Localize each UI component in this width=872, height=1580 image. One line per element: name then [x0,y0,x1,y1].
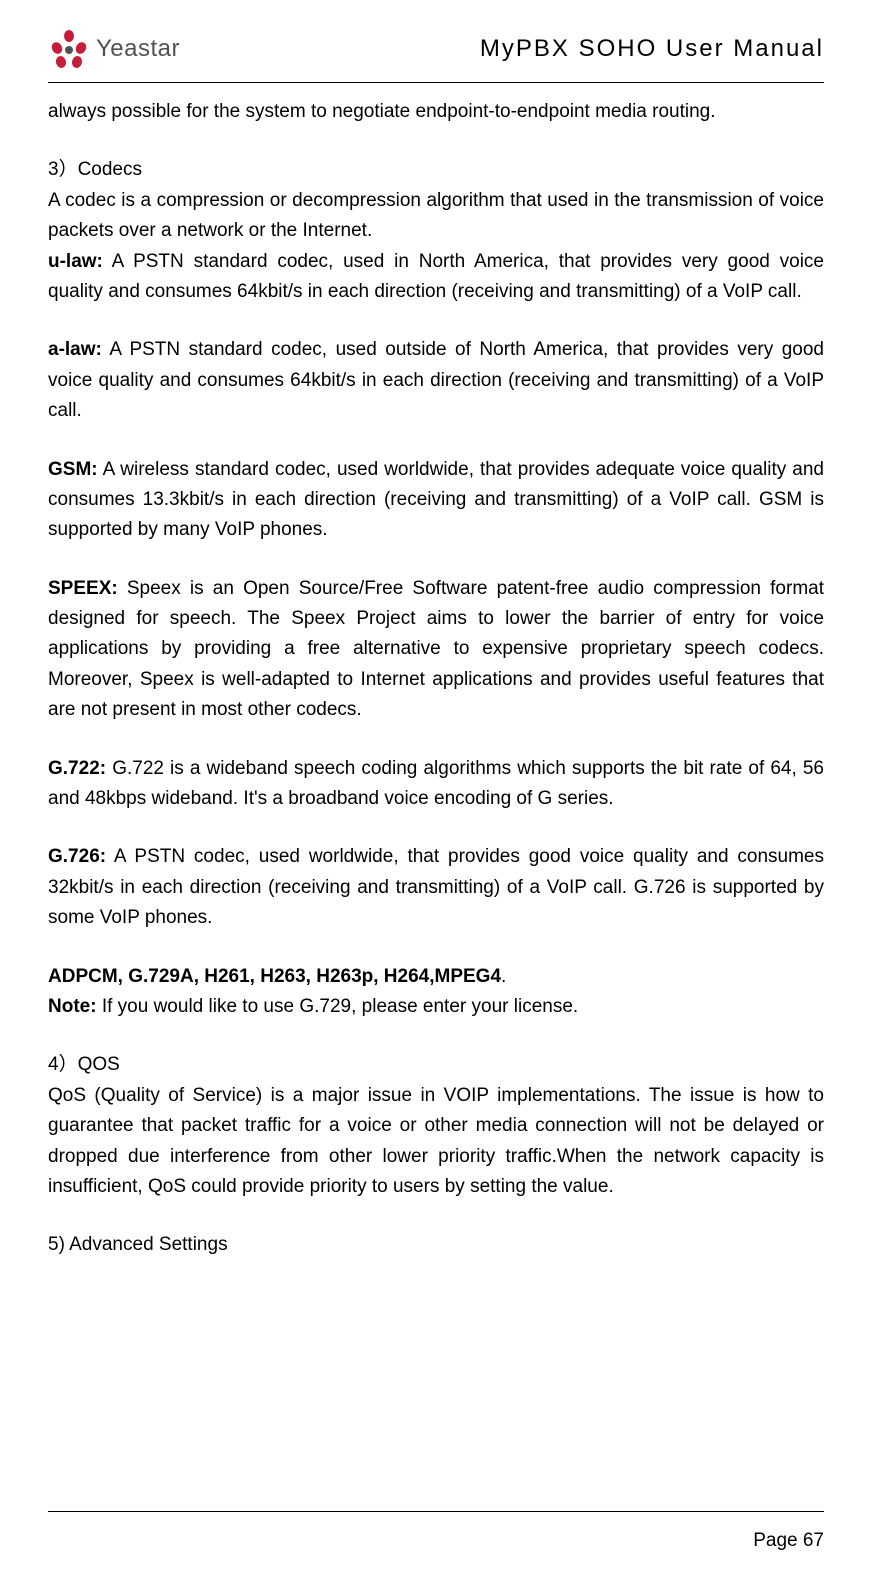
section-4-title: 4）QOS [48,1050,824,1080]
alaw-label: a-law: [48,339,102,360]
g726-para: G.726: A PSTN codec, used worldwide, tha… [48,842,824,933]
speex-text: Speex is an Open Source/Free Software pa… [48,578,824,721]
section-4-text: QoS (Quality of Service) is a major issu… [48,1081,824,1203]
section-3-intro: A codec is a compression or decompressio… [48,186,824,247]
note-text: If you would like to use G.729, please e… [97,996,579,1017]
note-para: Note: If you would like to use G.729, pl… [48,992,824,1022]
logo-text: Yeastar [96,35,180,63]
g722-para: G.722: G.722 is a wideband speech coding… [48,754,824,815]
page-header: Yeastar MyPBX SOHO User Manual [48,28,824,83]
g726-label: G.726: [48,846,106,867]
intro-continuation: always possible for the system to negoti… [48,97,824,127]
document-title: MyPBX SOHO User Manual [480,35,824,63]
codecs-list-para: ADPCM, G.729A, H261, H263, H263p, H264,M… [48,962,824,992]
g722-label: G.722: [48,758,106,779]
gsm-para: GSM: A wireless standard codec, used wor… [48,455,824,546]
logo-icon [48,28,90,70]
alaw-para: a-law: A PSTN standard codec, used outsi… [48,335,824,426]
logo: Yeastar [48,28,180,70]
speex-para: SPEEX: Speex is an Open Source/Free Soft… [48,574,824,726]
section-3-title: 3）Codecs [48,155,824,185]
speex-label: SPEEX: [48,578,118,599]
ulaw-label: u-law: [48,251,103,272]
gsm-text: A wireless standard codec, used worldwid… [48,459,824,541]
alaw-text: A PSTN standard codec, used outside of N… [48,339,824,421]
page-number: Page 67 [753,1530,824,1551]
section-5-title: 5) Advanced Settings [48,1230,824,1260]
gsm-label: GSM: [48,459,98,480]
g726-text: A PSTN codec, used worldwide, that provi… [48,846,824,928]
note-label: Note: [48,996,97,1017]
ulaw-para: u-law: A PSTN standard codec, used in No… [48,247,824,308]
ulaw-text: A PSTN standard codec, used in North Ame… [48,251,824,302]
g722-text: G.722 is a wideband speech coding algori… [48,758,824,809]
codecs-list: ADPCM, G.729A, H261, H263, H263p, H264,M… [48,966,501,987]
content-body: always possible for the system to negoti… [48,97,824,1261]
page-footer: Page 67 [48,1511,824,1552]
